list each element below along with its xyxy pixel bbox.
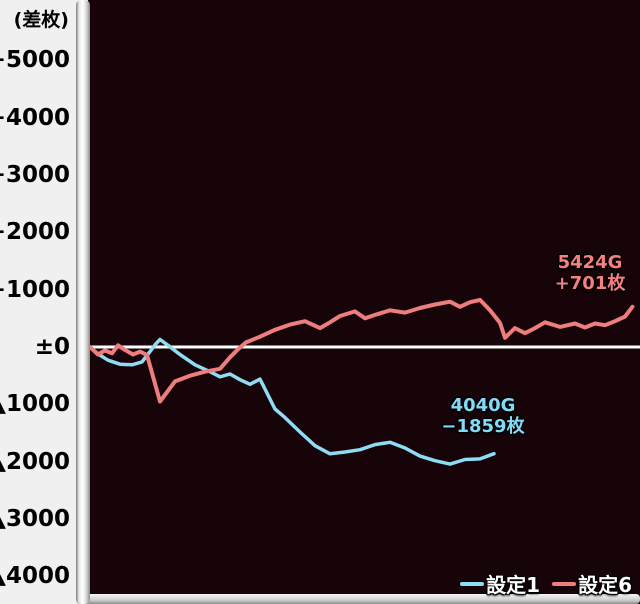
series-line-設定1 xyxy=(88,337,496,466)
y-axis-unit-label: (差枚) xyxy=(13,9,69,31)
y-tick-plus2000: +2000 xyxy=(0,219,70,245)
y-tick-zero: ±0 xyxy=(34,334,70,360)
y-tick-minus4000: ▲4000 xyxy=(0,563,70,589)
y-tick-plus1000: +1000 xyxy=(0,277,70,303)
legend: 設定1 設定6 xyxy=(460,569,632,598)
y-axis-area: (差枚) +5000 +4000 +3000 +2000 +1000 ±0 ▲1… xyxy=(0,0,76,604)
y-tick-plus4000: +4000 xyxy=(0,105,70,131)
y-axis-bar xyxy=(76,0,90,604)
annotation-set1-diff: −1859枚 xyxy=(441,416,525,437)
legend-line-set6-icon xyxy=(552,581,577,586)
y-tick-minus3000: ▲3000 xyxy=(0,506,70,532)
annotation-set6: 5424G +701枚 xyxy=(546,252,634,294)
y-tick-minus2000: ▲2000 xyxy=(0,449,70,475)
series-line-設定6 xyxy=(88,297,635,404)
legend-line-set1-icon xyxy=(460,581,485,586)
legend-label-set1: 設定1 xyxy=(486,573,541,597)
y-tick-plus5000: +5000 xyxy=(0,47,70,73)
annotation-set6-games: 5424G xyxy=(557,252,623,273)
legend-label-set6: 設定6 xyxy=(578,573,632,597)
plot-background xyxy=(88,0,640,604)
y-tick-minus1000: ▲1000 xyxy=(0,391,70,417)
x-axis-bar xyxy=(76,594,640,604)
annotation-set1: 4040G −1859枚 xyxy=(437,395,529,437)
y-tick-plus3000: +3000 xyxy=(0,162,70,188)
annotation-set6-diff: +701枚 xyxy=(554,273,626,294)
annotation-set1-games: 4040G xyxy=(450,395,516,416)
